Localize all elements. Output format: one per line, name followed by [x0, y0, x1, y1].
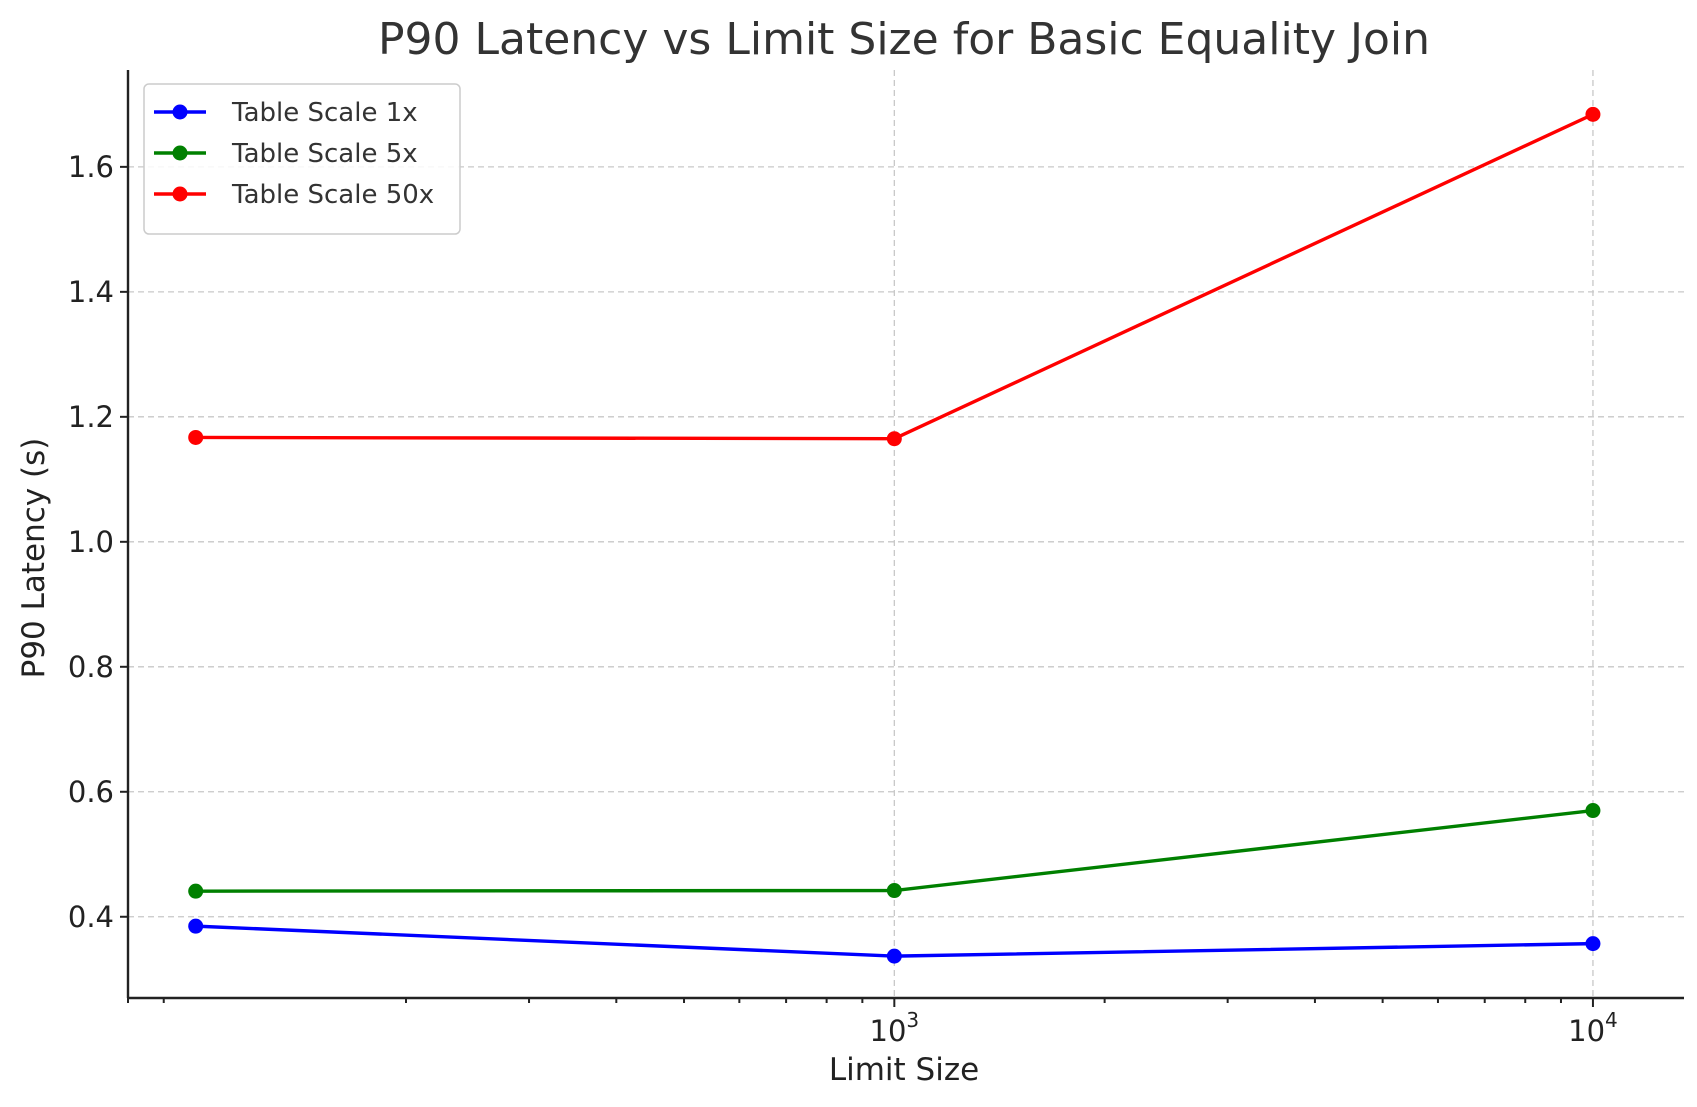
data-point — [1585, 106, 1601, 122]
legend-label: Table Scale 50x — [231, 180, 434, 210]
y-tick-label: 0.6 — [68, 775, 114, 809]
chart-title: P90 Latency vs Limit Size for Basic Equa… — [378, 14, 1430, 65]
data-point — [886, 948, 902, 964]
x-tick-label: 104 — [1568, 1008, 1618, 1048]
legend: Table Scale 1x Table Scale 5x Table Scale … — [143, 83, 461, 235]
data-point — [188, 883, 204, 899]
tick-marks: 0.4 0.6 0.8 1.0 1.2 1.4 1.6 103 104 — [68, 150, 1618, 1048]
legend-label: Table Scale 1x — [231, 98, 418, 128]
y-tick-label: 1.6 — [68, 150, 114, 184]
data-series — [188, 106, 1601, 964]
legend-box — [143, 83, 461, 235]
y-tick-label: 0.4 — [68, 900, 114, 934]
axes — [126, 70, 1684, 1000]
legend-label: Table Scale 5x — [231, 139, 418, 169]
data-point — [1585, 936, 1601, 952]
legend-marker — [172, 104, 188, 120]
data-point — [1585, 803, 1601, 819]
data-point — [188, 918, 204, 934]
x-tick-label: 103 — [870, 1008, 920, 1048]
data-point — [188, 429, 204, 445]
legend-marker — [172, 145, 188, 161]
data-point — [886, 431, 902, 447]
grid-lines — [128, 70, 1684, 998]
legend-marker — [172, 186, 188, 202]
y-tick-label: 1.0 — [68, 525, 114, 559]
y-tick-label: 1.4 — [68, 275, 114, 309]
y-tick-label: 1.2 — [68, 400, 114, 434]
y-axis-label: P90 Latency (s) — [16, 438, 52, 679]
x-axis-label: Limit Size — [829, 1052, 979, 1088]
data-point — [886, 883, 902, 899]
y-tick-label: 0.8 — [68, 650, 114, 684]
